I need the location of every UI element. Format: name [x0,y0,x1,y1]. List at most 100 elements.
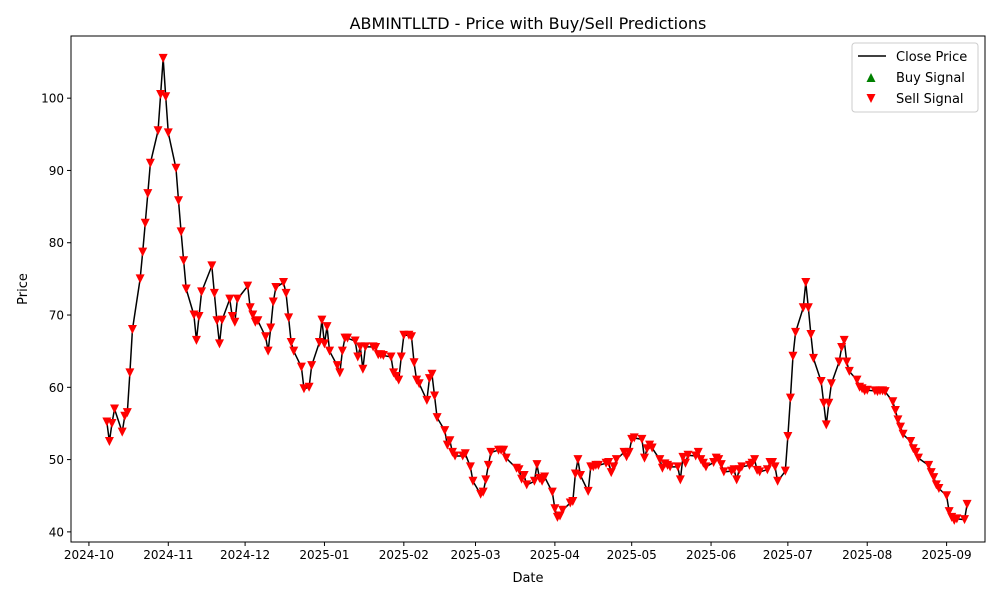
x-tick-label: 2025-03 [450,548,500,562]
sell-signal-marker [281,288,291,298]
x-tick-label: 2025-06 [686,548,736,562]
legend-buy-label: Buy Signal [896,71,965,86]
sell-signal-marker [284,313,294,323]
sell-signal-marker [609,462,619,472]
sell-signal-marker [837,343,847,353]
y-tick-label: 60 [49,381,64,395]
sell-signal-marker [307,361,317,371]
sell-signal-marker [253,316,263,326]
sell-signal-marker [906,437,916,447]
y-tick-label: 40 [49,525,64,539]
sell-signal-marker [445,436,455,446]
sell-signal-marker [732,475,742,485]
sell-signal-marker [808,353,818,363]
sell-signal-marker [637,434,647,444]
sell-signal-marker [701,462,711,472]
sell-signal-marker [243,281,253,291]
sell-signal-marker [266,323,276,333]
sell-signal-marker [325,346,335,356]
sell-signal-marker [639,453,649,463]
sell-signal-marker [647,443,657,453]
sell-signal-marker [806,330,816,340]
sell-signal-marker [143,189,153,199]
sell-signal-marker [317,315,327,325]
sell-signal-marker [145,158,155,168]
sell-signal-marker [430,391,440,401]
y-axis-ticks: 40 50 60 70 80 90 100 [41,92,71,539]
sell-signal-marker [890,405,900,415]
sell-signal-markers [102,53,972,525]
sell-signal-marker [821,420,831,430]
sell-signal-marker [289,346,299,356]
sell-signal-marker [263,346,273,356]
sell-signal-marker [286,337,296,347]
sell-signal-marker [693,447,703,457]
legend-sell-triangle-icon [866,94,876,103]
sell-signal-marker [839,335,849,345]
sell-signal-marker [962,499,972,509]
x-tick-label: 2024-11 [143,548,193,562]
sell-signal-marker [209,288,219,298]
sell-signal-marker [378,351,388,361]
sell-signal-marker [427,369,437,379]
sell-signal-marker [478,487,488,497]
sell-signal-marker [161,92,171,102]
sell-signal-marker [483,460,493,470]
sell-signal-marker [655,455,665,465]
sell-signal-marker [194,311,204,321]
sell-signal-marker [522,480,532,490]
sell-signal-marker [629,433,639,443]
sell-signal-marker [683,450,693,460]
sell-signal-marker [304,382,314,392]
sell-signal-marker [140,218,150,228]
sell-signal-marker [960,515,970,525]
sell-signal-marker [780,466,790,476]
sell-signal-marker [207,261,217,271]
sell-signal-marker [107,418,117,428]
sell-signal-marker [332,361,342,371]
sell-signal-marker [110,404,120,414]
legend: Close Price Buy Signal Sell Signal [851,42,979,113]
sell-signal-marker [440,426,450,436]
sell-signal-marker [335,368,345,378]
sell-signal-marker [540,472,550,482]
sell-signal-marker [803,303,813,313]
sell-signal-marker [117,427,127,437]
sell-signal-marker [394,375,404,385]
sell-signal-marker [371,343,381,353]
sell-signal-marker [952,514,962,524]
plot-area [71,36,985,542]
sell-signal-marker [296,362,306,372]
sell-signal-marker [450,451,460,461]
sell-signal-marker [353,352,363,362]
sell-signal-marker [465,462,475,472]
y-tick-label: 80 [49,236,64,250]
sell-signal-marker [755,467,765,477]
sell-signal-marker [214,339,224,349]
sell-signal-marker [529,476,539,486]
sell-signal-marker [898,429,908,439]
sell-signal-marker [271,283,281,293]
sell-signal-marker [176,227,186,237]
sell-signal-marker [532,460,542,470]
x-tick-label: 2025-07 [763,548,813,562]
sell-signal-marker [179,256,189,266]
sell-signal-marker [788,351,798,361]
sell-signal-marker [678,452,688,462]
x-tick-label: 2024-12 [220,548,270,562]
sell-signal-marker [716,460,726,470]
sell-signal-marker [611,455,621,465]
sell-signal-marker [926,468,936,478]
sell-signal-marker [197,287,207,297]
sell-signal-marker [407,332,417,342]
sell-signal-marker [558,505,568,515]
sell-signal-marker [468,476,478,486]
sell-signal-marker [127,324,137,334]
y-tick-label: 100 [41,92,64,106]
sell-signal-marker [225,294,235,304]
sell-signal-marker [337,346,347,356]
sell-signal-marker [358,364,368,374]
sell-signal-marker [343,333,353,343]
y-tick-label: 70 [49,309,64,323]
